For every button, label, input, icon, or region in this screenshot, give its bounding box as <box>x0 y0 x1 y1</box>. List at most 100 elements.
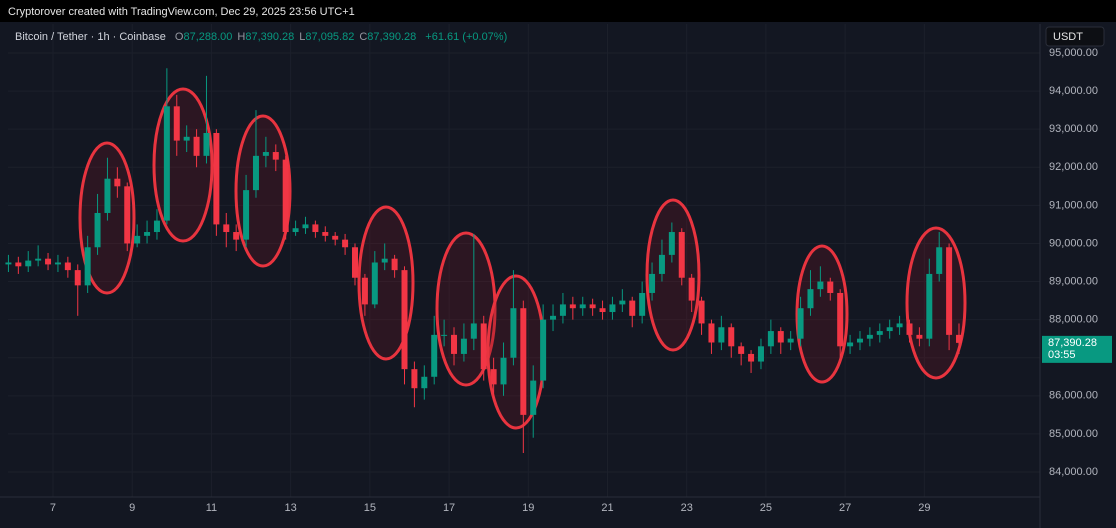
y-tick-label: 89,000.00 <box>1049 275 1098 287</box>
candle-body <box>421 376 428 389</box>
candle-body <box>233 232 240 240</box>
ohlc-value: 87,390.28 <box>245 31 294 43</box>
y-tick-label: 91,000.00 <box>1049 199 1098 211</box>
y-tick-label: 94,000.00 <box>1049 85 1098 97</box>
candle-body <box>173 106 180 141</box>
candle-body <box>84 247 91 286</box>
candle-body <box>827 281 834 293</box>
candle-body <box>332 235 339 240</box>
x-tick-label: 13 <box>285 502 297 514</box>
countdown: 03:55 <box>1048 349 1076 361</box>
symbol-legend: Bitcoin / Tether · 1h · Coinbase O87,288… <box>15 31 507 43</box>
candle-body <box>262 152 269 156</box>
candle-body <box>748 353 755 362</box>
candle-body <box>619 300 626 305</box>
candle-body <box>213 132 220 225</box>
candle-body <box>5 262 12 265</box>
candle-body <box>926 273 933 339</box>
x-tick-label: 27 <box>839 502 851 514</box>
candle-body <box>698 300 705 324</box>
currency[interactable]: USDT <box>1053 31 1083 43</box>
candle-body <box>797 308 804 339</box>
candle-body <box>490 369 497 385</box>
candle-body <box>718 327 725 343</box>
candle-body <box>15 262 22 267</box>
candle-body <box>401 270 408 370</box>
y-tick-label: 88,000.00 <box>1049 314 1098 326</box>
last-price-tag <box>1042 335 1112 363</box>
candle-body <box>441 334 448 336</box>
ohlc-label: O <box>175 31 184 43</box>
ohlc-label: H <box>237 31 245 43</box>
candle-body <box>777 331 784 343</box>
x-tick-label: 9 <box>129 502 135 514</box>
candles <box>5 68 963 453</box>
candle-body <box>114 178 121 187</box>
candle-body <box>35 258 42 261</box>
candle-body <box>223 224 230 233</box>
candle-body <box>520 308 527 415</box>
candle-body <box>559 304 566 316</box>
plot-area <box>8 24 1040 497</box>
ohlc-value: 87,095.82 <box>305 31 354 43</box>
x-tick-label: 25 <box>760 502 772 514</box>
candle-body <box>470 323 477 339</box>
candle-body <box>45 258 52 265</box>
x-tick-label: 21 <box>601 502 613 514</box>
y-tick-label: 85,000.00 <box>1049 428 1098 440</box>
candle-body <box>738 346 745 354</box>
x-tick-label: 19 <box>522 502 534 514</box>
ohlc-label: C <box>359 31 367 43</box>
candle-body <box>431 334 438 377</box>
highlight-ellipse <box>357 205 415 361</box>
candle-body <box>599 308 606 313</box>
candle-body <box>302 224 309 229</box>
candle-body <box>668 232 675 255</box>
x-tick-label: 7 <box>50 502 56 514</box>
candle-body <box>351 247 358 278</box>
highlight-ellipse <box>795 244 849 384</box>
candle-body <box>193 136 200 156</box>
candle-body <box>361 277 368 305</box>
highlight-ellipse <box>905 226 967 380</box>
candle-body <box>767 331 774 347</box>
last-price-label: 87,390.28 <box>1048 337 1097 349</box>
candle-body <box>649 273 656 293</box>
candle-body <box>411 369 418 389</box>
candle-body <box>956 334 963 343</box>
candle-body <box>163 106 170 221</box>
candle-body <box>688 277 695 301</box>
candle-body <box>757 346 764 362</box>
candle-body <box>510 308 517 358</box>
candle-body <box>530 380 537 415</box>
ohlc-value: 87,288.00 <box>183 31 232 43</box>
candle-body <box>74 270 81 286</box>
candle-body <box>451 334 458 354</box>
candle-body <box>579 304 586 309</box>
candle-body <box>243 190 250 240</box>
highlight-ellipse <box>645 198 701 352</box>
candle-body <box>64 262 71 271</box>
candle-body <box>540 319 547 381</box>
grid <box>8 24 1040 497</box>
y-tick-label: 84,000.00 <box>1049 466 1098 478</box>
candle-body <box>124 186 131 244</box>
candle-body <box>589 304 596 309</box>
candle-body <box>837 292 844 347</box>
candle-body <box>153 220 160 233</box>
change: +61.61 (+0.07%) <box>425 31 507 43</box>
y-tick-label: 95,000.00 <box>1049 47 1098 59</box>
candle-body <box>322 232 329 236</box>
candle-body <box>678 232 685 278</box>
highlight-ellipse <box>152 87 214 243</box>
x-tick-label: 23 <box>681 502 693 514</box>
x-tick-label: 17 <box>443 502 455 514</box>
candle-body <box>252 155 259 191</box>
currency-box[interactable] <box>1045 26 1105 47</box>
candle-body <box>639 292 646 316</box>
candle-body <box>282 159 289 233</box>
y-tick-label: 92,000.00 <box>1049 161 1098 173</box>
candle-body <box>886 327 893 332</box>
candle-body <box>312 224 319 233</box>
